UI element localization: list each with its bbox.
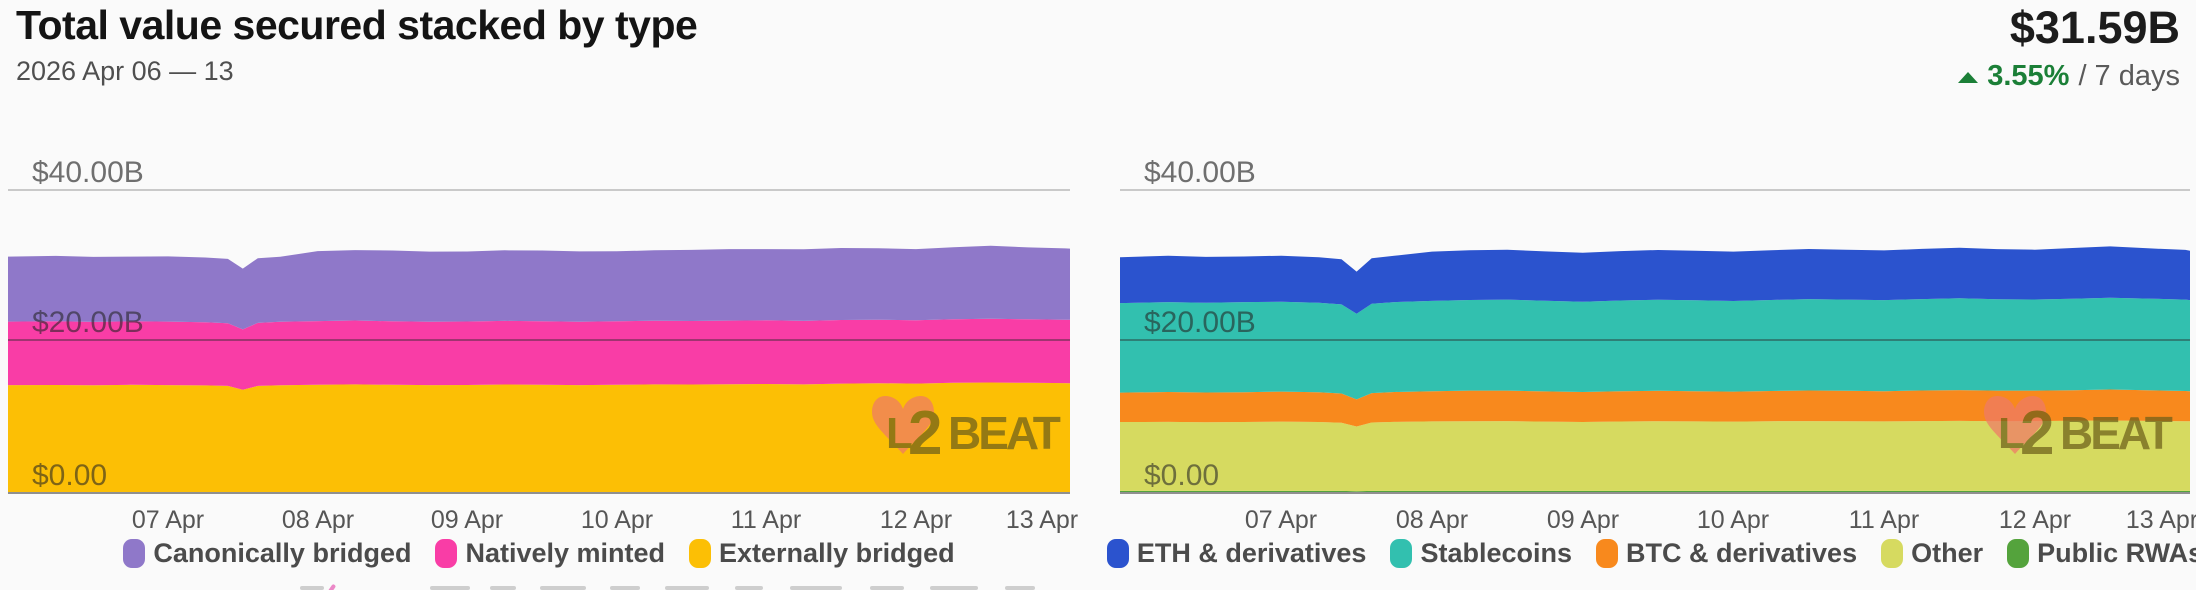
legend-label: Canonically bridged (153, 538, 412, 568)
legend-swatch-icon (689, 539, 712, 568)
y-tick-label: $40.00B (1144, 156, 1256, 189)
legend-label: Stablecoins (1420, 538, 1572, 568)
y-tick-label: $0.00 (1144, 459, 1219, 492)
legend-bridge-type: Canonically bridged Natively minted Extern… (8, 538, 1070, 569)
x-tick-label: 08 Apr (1395, 506, 1469, 534)
legend-item-eth-derivatives[interactable]: ETH & derivatives (1106, 538, 1367, 569)
legend-item-natively-minted[interactable]: Natively minted (435, 538, 665, 569)
change-period: / 7 days (2078, 60, 2180, 92)
x-tick-label: 09 Apr (430, 506, 504, 534)
legend-swatch-icon (123, 539, 146, 568)
x-tick-label: 10 Apr (1696, 506, 1770, 534)
watermark-text: 2 (908, 399, 942, 468)
legend-item-stablecoins[interactable]: Stablecoins (1390, 538, 1572, 569)
legend-swatch-icon (1106, 539, 1129, 568)
x-tick-label: 09 Apr (1546, 506, 1620, 534)
heart-icon (872, 396, 934, 454)
legend-swatch-icon (1881, 539, 1904, 568)
watermark-text: L (886, 409, 913, 458)
watermark-text: BEAT (948, 407, 1061, 459)
legend-label: ETH & derivatives (1136, 538, 1367, 568)
x-tick-label: 07 Apr (131, 506, 205, 534)
legend-swatch-icon (1596, 539, 1618, 568)
y-tick-label: $0.00 (32, 459, 107, 492)
x-tick-label: 12 Apr (1998, 506, 2072, 534)
legend-label: Other (1911, 538, 1984, 568)
legend-item-externally-bridged[interactable]: Externally bridged (689, 538, 955, 569)
l2beat-watermark-logo: L2 BEAT (872, 396, 1064, 468)
stacked-area-asset-category[interactable]: $40.00B $20.00B $0.00 L2 BEAT (1120, 100, 2190, 500)
heart-icon (1984, 396, 2046, 454)
area-other[interactable] (1120, 420, 2190, 492)
x-tick-label: 13 Apr (1005, 506, 1079, 534)
l2beat-watermark-logo: L2 BEAT (1984, 396, 2176, 468)
x-tick-label: 11 Apr (730, 506, 802, 534)
legend-label: Natively minted (465, 538, 666, 568)
legend-asset-category: ETH & derivatives Stablecoins BTC & deriva… (1106, 538, 2196, 569)
y-tick-label: $20.00B (32, 306, 144, 339)
x-axis-asset-category: 07 Apr 08 Apr 09 Apr 10 Apr 11 Apr 12 Apr 13 A… (1120, 500, 2196, 534)
x-tick-label: 07 Apr (1244, 506, 1318, 534)
x-tick-label: 13 Apr (2125, 506, 2196, 534)
area-canonically-bridged[interactable] (8, 245, 1070, 330)
legend-item-public-rwas[interactable]: Public RWAs (2007, 538, 2196, 569)
y-tick-label: $40.00B (32, 156, 144, 189)
total-value: $31.59B (2009, 2, 2180, 53)
legend-item-canonically-bridged[interactable]: Canonically bridged (123, 538, 411, 569)
legend-item-btc-derivatives[interactable]: BTC & derivatives (1596, 538, 1857, 569)
area-externally-bridged[interactable] (8, 382, 1070, 494)
area-stablecoins[interactable] (1120, 297, 2190, 400)
area-natively-minted[interactable] (8, 318, 1070, 390)
watermark-text: BEAT (2060, 407, 2173, 459)
x-tick-label: 11 Apr (1848, 506, 1920, 534)
arrow-up-icon (1958, 72, 1979, 83)
area-eth-derivatives[interactable] (1120, 246, 2190, 314)
x-tick-label: 08 Apr (281, 506, 355, 534)
legend-label: Public RWAs (2037, 538, 2196, 568)
x-tick-label: 10 Apr (580, 506, 654, 534)
x-tick-label: 12 Apr (879, 506, 953, 534)
stacked-area-bridge-type[interactable]: $40.00B $20.00B $0.00 L2 BEAT (8, 100, 1070, 500)
watermark-text: L (1998, 409, 2025, 458)
legend-swatch-icon (1390, 539, 1413, 568)
change-indicator: 3.55% / 7 days (1958, 60, 2180, 93)
page-title: Total value secured stacked by type (16, 2, 698, 48)
legend-label: Externally bridged (719, 538, 955, 568)
x-axis-bridge-type: 07 Apr 08 Apr 09 Apr 10 Apr 11 Apr 12 Apr 13 A… (8, 500, 1078, 534)
chart-by-asset-category: $40.00B $20.00B $0.00 L 2 BEAT 07 Apr 08 Apr 09… (1106, 100, 2196, 568)
legend-item-other[interactable]: Other (1881, 538, 1983, 569)
date-range: 2026 Apr 06 — 13 (16, 56, 234, 86)
change-percent: 3.55% (1987, 60, 2070, 92)
area-btc-derivatives[interactable] (1120, 389, 2190, 427)
y-tick-label: $20.00B (1144, 306, 1256, 339)
clipped-content-row (0, 584, 2196, 590)
legend-label: BTC & derivatives (1626, 538, 1858, 568)
watermark-text: 2 (2020, 399, 2054, 468)
chart-by-bridge-type: $40.00B $20.00B $0.00 L 2 BEAT 07 Apr 08 Apr 09… (8, 100, 1078, 568)
legend-swatch-icon (2007, 539, 2030, 568)
legend-swatch-icon (435, 539, 458, 568)
